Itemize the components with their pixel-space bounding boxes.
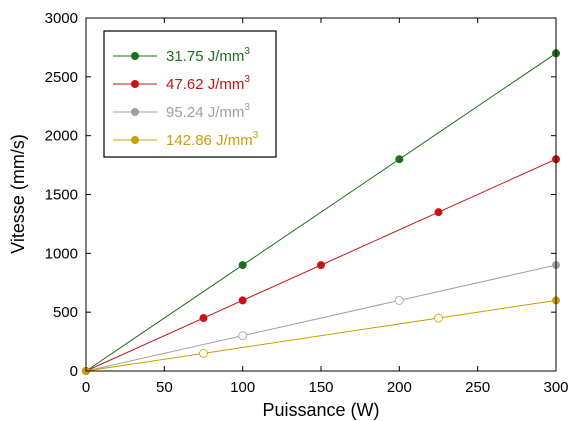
- data-point-series-3: [434, 313, 443, 323]
- x-tick-label: 200: [387, 379, 412, 396]
- data-point-series-2: [394, 295, 404, 305]
- x-tick-label: 250: [465, 379, 490, 396]
- data-point-series-0: [395, 155, 404, 164]
- legend-marker: [131, 80, 139, 88]
- y-tick-label: 1500: [45, 187, 78, 204]
- data-point-series-1: [199, 314, 208, 323]
- data-point-series-1: [434, 208, 443, 217]
- y-tick-label: 2500: [45, 69, 78, 86]
- fit-line-series-0: [85, 52, 557, 372]
- y-tick-label: 2000: [45, 128, 78, 145]
- legend-label: 95.24 J/mm3: [166, 102, 250, 121]
- data-point-series-0: [238, 261, 247, 270]
- legend-marker: [131, 52, 139, 60]
- fit-line-series-3: [85, 299, 557, 372]
- x-tick-label: 150: [308, 379, 333, 396]
- y-tick-label: 3000: [45, 10, 78, 27]
- y-tick-label: 500: [53, 304, 78, 321]
- x-tick-label: 0: [82, 379, 90, 396]
- legend-box: [103, 30, 277, 158]
- data-point-series-1: [317, 261, 325, 270]
- data-point-series-2: [238, 331, 248, 341]
- x-tick-label: 50: [156, 379, 173, 396]
- x-axis: 0 50 100 150 200 250 300: [82, 18, 569, 396]
- y-axis: 0 500 1000 1500 2000 2500 3000: [45, 10, 556, 380]
- y-tick-label: 0: [70, 363, 78, 380]
- fit-line-series-2: [85, 264, 557, 372]
- x-tick-label: 100: [230, 379, 255, 396]
- y-tick-label: 1000: [45, 245, 78, 262]
- data-point-series-1: [238, 296, 247, 305]
- x-tick-label: 300: [543, 379, 568, 396]
- legend-label: 142.86 J/mm3: [166, 130, 259, 149]
- legend: 31.75 J/mm3 47.62 J/mm3 95.24 J/mm3 142.86 …: [103, 30, 277, 158]
- legend-items: 31.75 J/mm3 47.62 J/mm3 95.24 J/mm3 142.86 …: [113, 46, 259, 149]
- legend-marker: [131, 108, 139, 116]
- legend-label: 47.62 J/mm3: [166, 74, 250, 93]
- data-point-series-3: [199, 348, 208, 358]
- fit-lines: [85, 52, 557, 372]
- legend-marker: [131, 136, 139, 144]
- x-axis-label: Puissance (W): [262, 400, 379, 420]
- y-axis-label: Vitesse (mm/s): [8, 134, 28, 254]
- legend-label: 31.75 J/mm3: [166, 46, 250, 65]
